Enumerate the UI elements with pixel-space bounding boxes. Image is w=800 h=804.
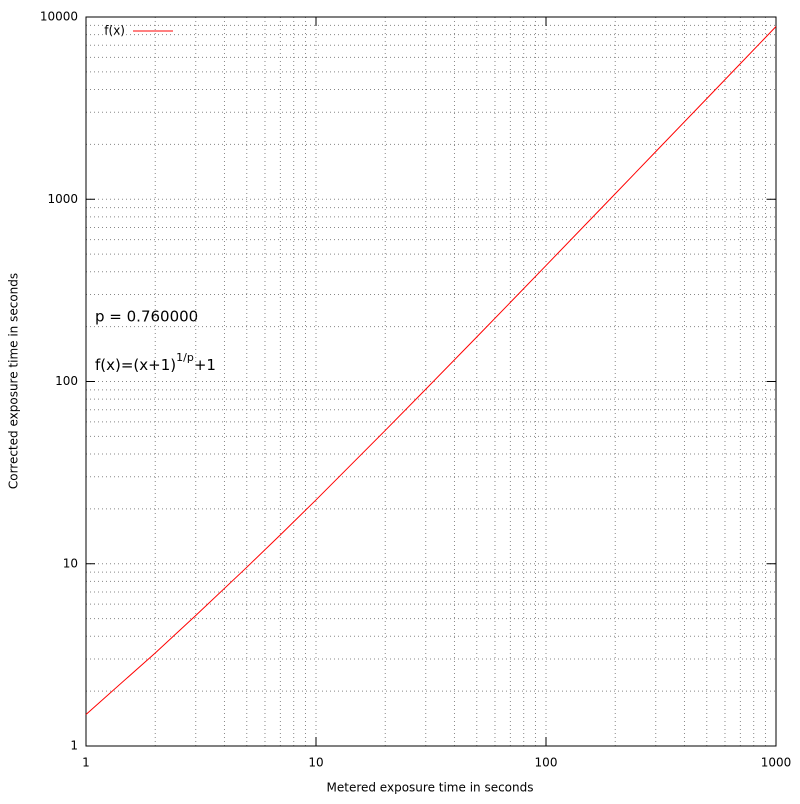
formula-part: f(x)=(x+1) [95,356,176,374]
y-tick-label: 1 [70,739,78,753]
y-tick-label: 100 [55,374,78,388]
plot-border [85,16,777,747]
y-axis-label: Corrected exposure time in seconds [7,273,21,489]
x-tick-label: 100 [535,756,558,770]
y-tick-label: 10 [63,556,78,570]
y-tick-label: 10000 [40,10,78,24]
x-tick-label: 10 [308,756,323,770]
y-tick-label: 1000 [47,192,78,206]
x-axis-label: Metered exposure time in seconds [327,781,534,795]
formula-part: 1/p [176,351,194,364]
x-tick-label: 1000 [761,756,792,770]
annotation: p = 0.760000 [95,308,198,326]
line-series [85,26,777,715]
formula-part: +1 [194,356,216,374]
legend-label: f(x) [104,24,125,38]
annotation: f(x)=(x+1)1/p+1 [95,351,216,374]
x-tick-label: 1 [82,756,90,770]
